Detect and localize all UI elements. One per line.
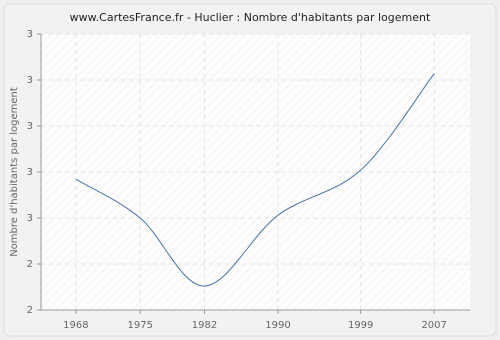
- y-tick-label: 3: [27, 29, 33, 40]
- x-tick-label: 1999: [348, 320, 373, 331]
- y-tick-label: 3: [27, 75, 33, 86]
- y-tick-label: 3: [27, 121, 33, 132]
- y-axis-label: Nombre d'habitants par logement: [9, 87, 20, 257]
- y-tick-label: 3: [27, 213, 33, 224]
- line: [75, 73, 435, 287]
- chart-title: www.CartesFrance.fr - Huclier : Nombre d…: [70, 11, 431, 24]
- y-tick-label: 3: [27, 167, 33, 178]
- x-tick-label: 1982: [192, 320, 217, 331]
- x-tick-label: 1968: [63, 320, 88, 331]
- y-tick-label: 2: [27, 305, 33, 316]
- x-tick-label: 1990: [265, 320, 290, 331]
- y-tick-label: 2: [27, 259, 33, 270]
- x-tick-label: 1975: [127, 320, 152, 331]
- x-tick-label: 2007: [421, 320, 446, 331]
- plot-area: [41, 34, 470, 310]
